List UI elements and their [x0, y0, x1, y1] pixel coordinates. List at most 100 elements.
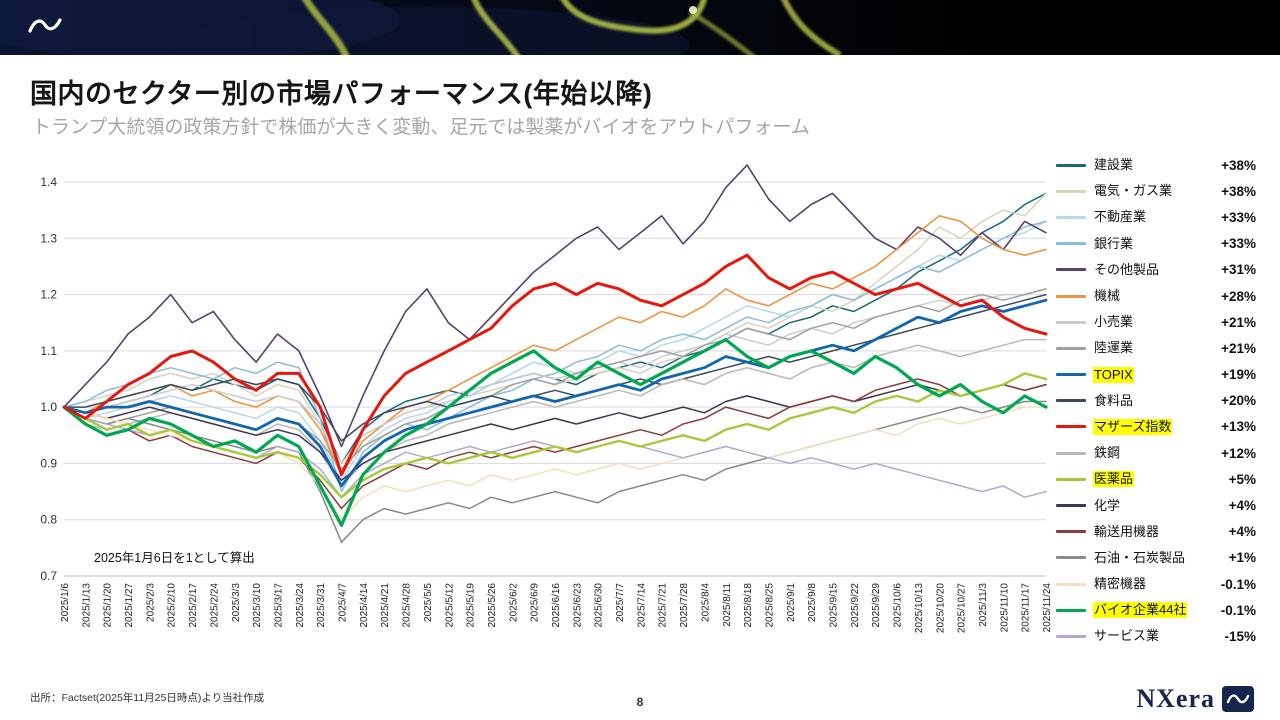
legend-label: 陸運業 [1094, 340, 1134, 356]
legend-percent: +12% [1221, 445, 1256, 461]
legend-label: 食料品 [1094, 392, 1134, 408]
legend-percent: -0.1% [1220, 602, 1256, 618]
brand-swoosh-icon [28, 18, 62, 33]
x-axis-label: 2025/2/3 [145, 583, 156, 622]
legend-label: 機械 [1094, 288, 1121, 304]
legend-percent: +20% [1221, 393, 1256, 409]
legend-swatch [1056, 320, 1086, 324]
x-axis-label: 2025/6/16 [551, 583, 562, 628]
legend-row: 建設業 +38% [1056, 152, 1256, 178]
x-axis-label: 2025/2/24 [209, 583, 220, 628]
x-axis-label: 2025/2/17 [188, 583, 199, 628]
series-line-その他製品 [63, 164, 1047, 448]
x-axis-label: 2025/3/31 [316, 583, 327, 628]
x-axis-label: 2025/6/9 [530, 583, 541, 622]
legend-row: 銀行業 +33% [1056, 231, 1256, 257]
legend-swatch [1056, 530, 1086, 534]
x-axis-label: 2025/3/3 [231, 583, 242, 622]
x-axis-label: 2025/3/17 [273, 583, 284, 628]
legend-label: サービス業 [1094, 628, 1160, 644]
legend-label: 建設業 [1094, 157, 1134, 173]
y-axis-label: 0.9 [40, 456, 57, 470]
x-axis-label: 2025/11/10 [999, 583, 1010, 633]
legend-label: 小売業 [1094, 314, 1134, 330]
legend-swatch [1056, 189, 1086, 193]
legend-swatch [1056, 556, 1086, 560]
series-line-石油・石炭製品 [63, 400, 1047, 543]
x-axis-label: 2025/4/14 [359, 583, 370, 628]
legend-percent: +33% [1221, 236, 1256, 252]
legend-label: 医薬品 [1093, 471, 1135, 488]
legend-percent: +4% [1228, 498, 1256, 514]
x-axis-label: 2025/9/8 [807, 583, 818, 622]
x-axis-label: 2025/7/28 [679, 583, 690, 628]
series-line-マザーズ指数 [62, 253, 1048, 477]
x-axis-label: 2025/5/5 [423, 583, 434, 622]
x-axis-label: 2025/4/28 [402, 583, 413, 628]
legend-row: 精密機器 -0.1% [1056, 571, 1256, 597]
legend-row: 機械 +28% [1056, 283, 1256, 309]
legend-row: 石油・石炭製品 +1% [1056, 545, 1256, 571]
legend-swatch [1056, 373, 1086, 377]
x-axis-label: 2025/6/2 [508, 583, 519, 622]
page-number: 8 [636, 695, 644, 709]
legend-label: その他製品 [1094, 261, 1160, 277]
legend-label: マザーズ指数 [1093, 418, 1173, 435]
legend-swatch [1056, 268, 1086, 272]
legend-row: その他製品 +31% [1056, 257, 1256, 283]
brand-logo: NXera [1136, 686, 1254, 712]
legend-percent: +5% [1228, 471, 1256, 487]
legend-percent: +33% [1221, 209, 1256, 225]
x-axis-label: 2025/9/29 [871, 583, 882, 628]
legend-percent: +38% [1221, 157, 1256, 173]
legend-swatch [1056, 242, 1086, 246]
x-axis-label: 2025/11/17 [1021, 583, 1032, 633]
x-axis-label: 2025/6/23 [572, 583, 583, 628]
legend-row: 化学 +4% [1056, 492, 1256, 518]
legend-row: 不動産業 +33% [1056, 204, 1256, 230]
legend-percent: +28% [1221, 288, 1256, 304]
legend-label: バイオ企業44社 [1093, 602, 1188, 619]
x-axis-label: 2025/1/13 [81, 583, 92, 628]
series-line-機械 [63, 215, 1047, 476]
legend-swatch [1056, 504, 1086, 508]
brand-logo-text: NXera [1136, 684, 1215, 713]
legend-percent: +13% [1221, 419, 1256, 435]
x-axis-label: 2025/11/3 [978, 583, 989, 627]
chart-note: 2025年1月6日を1として算出 [94, 550, 255, 565]
legend-row: マザーズ指数 +13% [1056, 414, 1256, 440]
sector-performance-chart: 0.7 0.8 0.9 1.0 1.1 1.2 1.3 1.4 2025/1/6 2025/1/1… [28, 148, 1058, 663]
x-axis-label: 2025/4/21 [380, 583, 391, 628]
x-axis-label: 2025/9/22 [850, 583, 861, 628]
series-line-輸送用機器 [63, 378, 1047, 510]
y-axis-label: 1.0 [40, 400, 57, 414]
legend-row: バイオ企業44社 -0.1% [1056, 597, 1256, 623]
x-axis-label: 2025/3/10 [252, 583, 263, 628]
x-axis-label: 2025/5/12 [444, 583, 455, 628]
legend-swatch [1056, 634, 1086, 638]
legend-percent: +21% [1221, 314, 1256, 330]
x-axis-label: 2025/9/1 [786, 583, 797, 622]
legend-row: 医薬品 +5% [1056, 466, 1256, 492]
legend-swatch [1056, 477, 1086, 481]
source-note: 出所：Factset(2025年11月25日時点)より当社作成 [30, 692, 265, 704]
x-axis-label: 2025/3/24 [295, 583, 306, 628]
page-subtitle: トランプ大統領の政策方針で株価が大きく変動、足元では製薬がバイオをアウトパフォー… [32, 117, 810, 138]
legend-row: 食料品 +20% [1056, 388, 1256, 414]
legend-row: TOPIX +19% [1056, 362, 1256, 388]
legend-label: 電気・ガス業 [1094, 183, 1173, 199]
legend-row: 電気・ガス業 +38% [1056, 178, 1256, 204]
x-axis-label: 2025/6/30 [594, 583, 605, 628]
x-axis-label: 2025/10/20 [935, 583, 946, 633]
legend-row: 鉄鋼 +12% [1056, 440, 1256, 466]
legend-row: 小売業 +21% [1056, 309, 1256, 335]
legend-swatch [1056, 425, 1086, 429]
legend-percent: +4% [1228, 524, 1256, 540]
x-axis-label: 2025/8/18 [743, 583, 754, 628]
x-axis-label: 2025/10/27 [957, 583, 968, 633]
legend-swatch [1056, 215, 1086, 219]
legend-row: 陸運業 +21% [1056, 335, 1256, 361]
series-line-バイオ企業44社 [62, 338, 1048, 527]
x-axis-label: 2025/10/13 [914, 583, 925, 633]
legend-row: 輸送用機器 +4% [1056, 519, 1256, 545]
